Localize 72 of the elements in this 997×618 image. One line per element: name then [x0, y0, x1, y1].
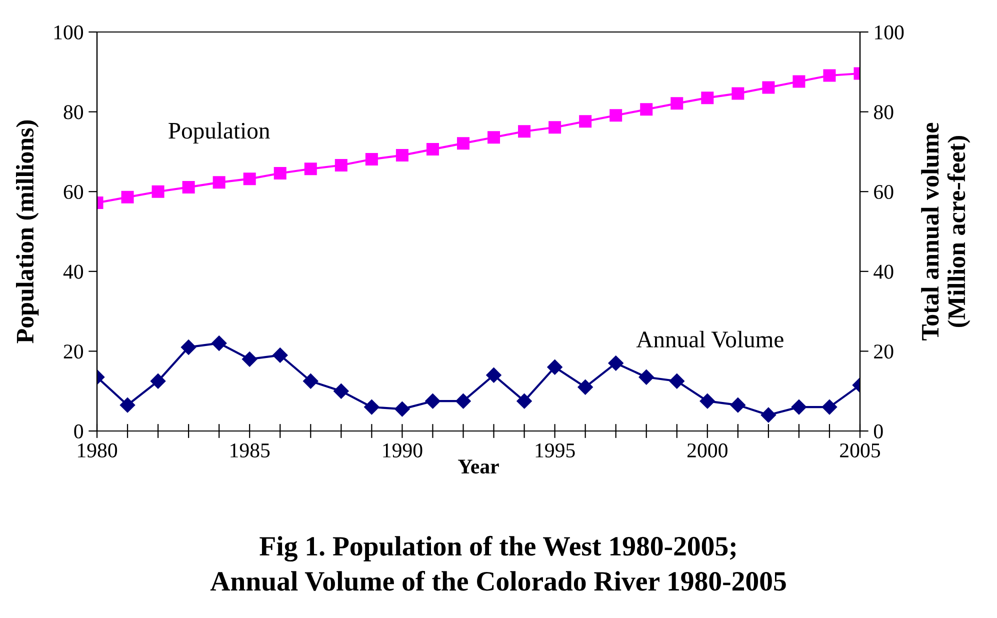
point [394, 401, 410, 417]
point [610, 109, 622, 122]
point [303, 374, 318, 389]
point [334, 384, 349, 399]
point [364, 399, 380, 415]
y-tick-label: 60 [64, 184, 84, 200]
point [396, 149, 408, 162]
point [791, 399, 807, 415]
x-tick-label: 1980 [78, 443, 118, 458]
point [334, 159, 348, 172]
point [700, 394, 715, 409]
point [212, 176, 226, 189]
y2-tick-label: 0 [874, 424, 883, 438]
y2-tick-label: 40 [874, 264, 894, 279]
point [365, 153, 378, 166]
point [425, 394, 440, 409]
series-label: Annual Volume [636, 330, 784, 348]
point [272, 348, 288, 363]
point [180, 340, 196, 355]
y-tick-label: 0 [74, 424, 84, 438]
point [638, 370, 654, 385]
x-tick-label: 1995 [536, 443, 575, 458]
x-tick-label: 2005 [840, 443, 880, 458]
x-tick-label: 2000 [687, 443, 728, 458]
point [274, 166, 286, 180]
point [823, 69, 836, 82]
point [456, 394, 471, 409]
point [182, 180, 195, 194]
point [548, 121, 562, 134]
point [242, 352, 258, 367]
point [426, 143, 439, 156]
point [732, 87, 744, 100]
point [212, 336, 227, 351]
point [760, 407, 776, 423]
y-tick-label: 100 [54, 25, 84, 40]
point [518, 125, 531, 138]
point [304, 162, 317, 176]
series-label: Population [168, 122, 270, 144]
point [822, 399, 838, 415]
point [547, 360, 562, 375]
point [243, 172, 256, 186]
point [792, 75, 806, 88]
point [516, 394, 532, 409]
x-tick-label: 1990 [383, 443, 422, 458]
y2-tick-label: 20 [874, 344, 894, 359]
point [730, 397, 746, 413]
point [121, 190, 134, 204]
y2-tick-label: 100 [875, 25, 904, 40]
y-tick-label: 40 [63, 264, 84, 279]
point [488, 131, 500, 144]
point [669, 374, 684, 389]
x-axis-title: Year [458, 460, 499, 474]
point [150, 374, 166, 389]
point [120, 397, 136, 413]
y2-tick-label: 60 [874, 184, 894, 200]
x-tick-label: 1985 [230, 443, 270, 458]
y-tick-label: 80 [64, 105, 84, 120]
point [608, 356, 624, 371]
point [670, 97, 684, 110]
point [486, 368, 502, 383]
point [640, 103, 653, 116]
point [152, 185, 164, 198]
point [579, 115, 592, 128]
y-tick-label: 20 [64, 344, 84, 359]
point [701, 92, 714, 104]
text: Fig 1. Population of the West 1980-2005; Annual Volume of the Colorado River 1980-2005 [210, 536, 786, 591]
point [456, 137, 470, 150]
y2-axis-title: Total annual volume (Million acre-feet) [921, 122, 970, 340]
point [578, 380, 593, 395]
y-axis-title: Population (millions) [16, 120, 39, 344]
y2-tick-label: 80 [874, 105, 894, 120]
point [762, 81, 775, 94]
